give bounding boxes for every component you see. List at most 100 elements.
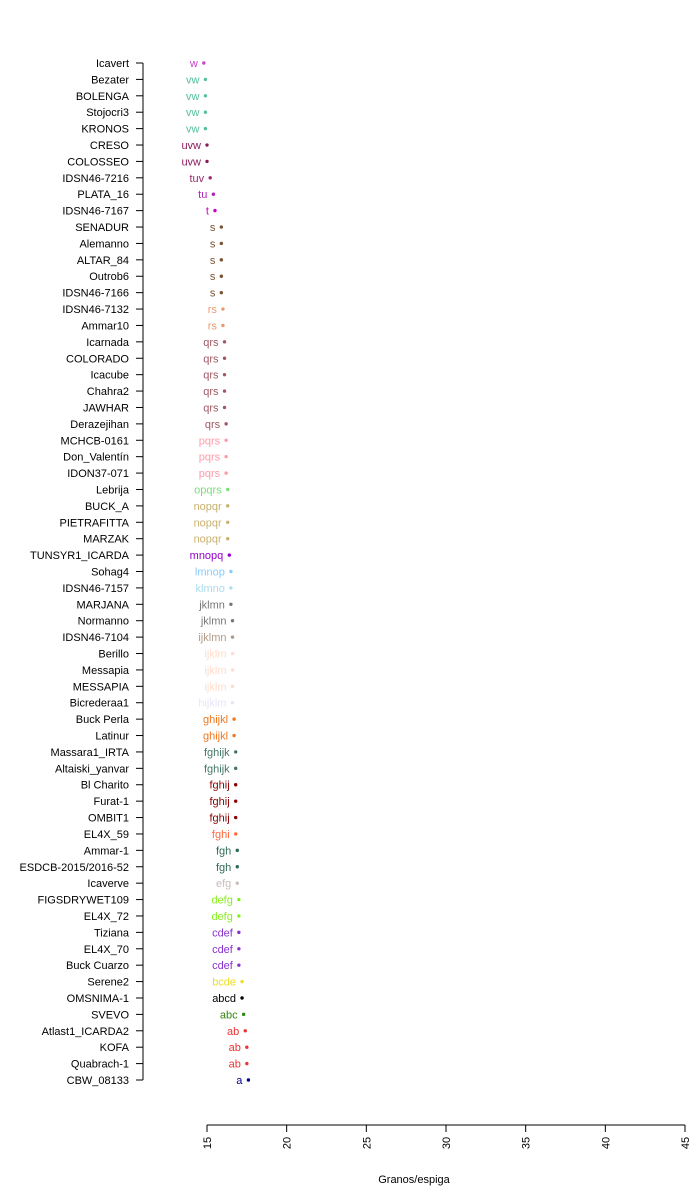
y-tick-label: Bl Charito bbox=[81, 780, 129, 792]
y-tick-label: PLATA_16 bbox=[77, 189, 129, 201]
group-letter-label: rs bbox=[208, 304, 218, 316]
data-point bbox=[211, 192, 216, 196]
group-letter-label: opqrs bbox=[194, 484, 222, 496]
x-tick-label: 20 bbox=[282, 1137, 294, 1149]
y-tick-label: Tiziana bbox=[94, 927, 130, 939]
group-letter-label: ijklmn bbox=[198, 632, 226, 644]
group-letter-label: fghijk bbox=[204, 747, 230, 759]
y-tick-label: OMSNIMA-1 bbox=[67, 993, 129, 1005]
y-tick-label: Lebrija bbox=[96, 484, 130, 496]
group-letter-label: ijklm bbox=[204, 665, 226, 677]
data-point bbox=[224, 471, 228, 475]
y-tick-label: Latinur bbox=[95, 731, 129, 743]
data-point bbox=[221, 307, 225, 311]
group-letter-label: uvw bbox=[181, 156, 201, 168]
data-point bbox=[233, 783, 238, 787]
data-point bbox=[219, 258, 224, 262]
data-point bbox=[237, 914, 241, 918]
data-point bbox=[203, 110, 208, 114]
x-axis: 15 20 25 30 35 40 45 bbox=[202, 1124, 692, 1149]
y-tick-label: IDSN46-7166 bbox=[62, 288, 129, 300]
group-letter-label: pqrs bbox=[199, 435, 221, 447]
data-point bbox=[226, 536, 230, 541]
data-point bbox=[235, 865, 239, 869]
data-point bbox=[203, 126, 208, 131]
group-letter-label: efg bbox=[216, 878, 231, 890]
data-point bbox=[233, 766, 238, 771]
group-letter-label: defg bbox=[211, 895, 232, 907]
y-tick-label: ALTAR_84 bbox=[77, 255, 129, 267]
group-letter-label: nopqr bbox=[194, 501, 222, 513]
data-point bbox=[233, 799, 238, 803]
group-letter-label: a bbox=[236, 1075, 243, 1087]
group-letter-label: fghij bbox=[209, 813, 229, 825]
data-point bbox=[219, 225, 224, 229]
data-point bbox=[230, 619, 235, 623]
group-letter-label: abc bbox=[220, 1009, 238, 1021]
y-tick-label: Icarnada bbox=[86, 337, 130, 349]
group-letter-label: s bbox=[210, 222, 216, 234]
y-tick-label: IDSN46-7167 bbox=[62, 206, 129, 218]
data-point bbox=[232, 733, 236, 738]
group-letter-label: lmnop bbox=[195, 567, 225, 579]
data-point bbox=[227, 553, 232, 557]
group-letter-label: vw bbox=[186, 91, 200, 103]
y-tick-label: CRESO bbox=[90, 140, 130, 152]
group-letter-label: tu bbox=[198, 189, 207, 201]
y-tick-label: COLOSSEO bbox=[67, 156, 129, 168]
data-point bbox=[222, 389, 227, 393]
y-tick-label: Alemanno bbox=[79, 238, 129, 250]
data-point bbox=[208, 176, 212, 180]
group-letter-label: tuv bbox=[189, 173, 204, 185]
data-point bbox=[230, 635, 235, 639]
group-letter-label: fghij bbox=[209, 796, 229, 808]
x-tick-label: 45 bbox=[680, 1137, 692, 1149]
y-tick-label: TUNSYR1_ICARDA bbox=[30, 550, 130, 562]
data-point bbox=[219, 241, 224, 246]
group-letter-label: fghijk bbox=[204, 763, 230, 775]
y-tick-label: FIGSDRYWET109 bbox=[38, 895, 130, 907]
y-tick-label: Chahra2 bbox=[87, 386, 129, 398]
group-letter-label: w bbox=[189, 58, 198, 70]
y-tick-label: Messapia bbox=[82, 665, 130, 677]
data-point bbox=[205, 143, 209, 147]
y-tick-label: IDON37-071 bbox=[67, 468, 129, 480]
group-letter-label: ab bbox=[227, 1026, 239, 1038]
data-point bbox=[233, 832, 238, 836]
y-tick-label: Outrob6 bbox=[89, 271, 129, 283]
y-tick-label: EL4X_59 bbox=[84, 829, 129, 841]
data-point bbox=[230, 684, 235, 689]
y-tick-label: IDSN46-7132 bbox=[62, 304, 129, 316]
y-tick-label: Stojocri3 bbox=[86, 107, 129, 119]
y-tick-label: SVEVO bbox=[91, 1009, 129, 1021]
x-tick-label: 30 bbox=[441, 1137, 453, 1149]
y-tick-label: KRONOS bbox=[81, 124, 129, 136]
y-tick-label: ESDCB-2015/2016-52 bbox=[20, 862, 129, 874]
data-point bbox=[241, 1012, 246, 1017]
y-tick-label: Buck Cuarzo bbox=[66, 960, 129, 972]
y-tick-label: SENADUR bbox=[75, 222, 129, 234]
data-point bbox=[224, 438, 228, 442]
y-tick-label: BUCK_A bbox=[85, 501, 130, 513]
data-points: wvwvwvwvwuvwuvwtuvtutsssssrsrsqrsqrsqrsq… bbox=[181, 58, 251, 1087]
group-letter-label: qrs bbox=[203, 402, 219, 414]
data-point bbox=[222, 372, 227, 377]
y-tick-label: Normanno bbox=[78, 616, 129, 628]
y-tick-label: KOFA bbox=[100, 1042, 130, 1054]
y-tick-label: Ammar-1 bbox=[84, 845, 129, 857]
y-axis: Icavert Bezater BOLENGA Stojocri3 KRONOS CRES… bbox=[20, 58, 144, 1087]
y-tick-label: Atlast1_ICARDA2 bbox=[42, 1026, 129, 1038]
group-letter-label: qrs bbox=[203, 337, 219, 349]
group-letter-label: qrs bbox=[203, 370, 219, 382]
data-point bbox=[222, 340, 227, 344]
group-letter-label: s bbox=[210, 238, 216, 250]
group-letter-label: nopqr bbox=[194, 517, 222, 529]
group-letter-label: t bbox=[206, 206, 209, 218]
y-tick-label: IDSN46-7104 bbox=[62, 632, 129, 644]
data-point bbox=[222, 405, 227, 410]
y-tick-label: MARZAK bbox=[83, 534, 130, 546]
y-tick-label: MESSAPIA bbox=[73, 681, 130, 693]
y-tick-label: EL4X_72 bbox=[84, 911, 129, 923]
group-letter-label: bcde bbox=[212, 977, 236, 989]
